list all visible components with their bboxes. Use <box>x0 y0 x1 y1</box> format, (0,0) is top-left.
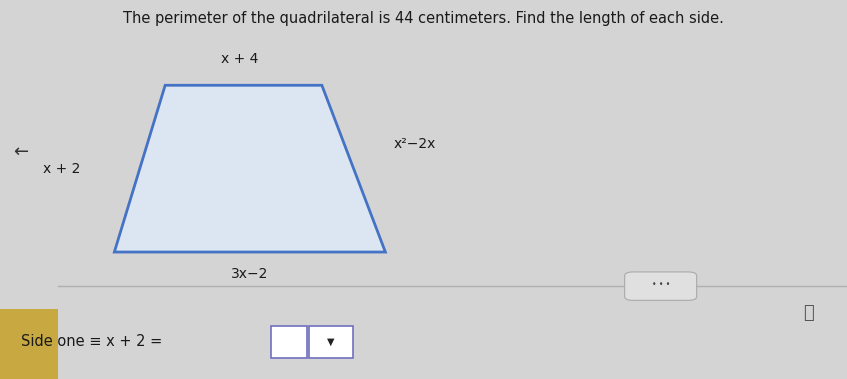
Text: x²−2x: x²−2x <box>394 137 436 151</box>
FancyBboxPatch shape <box>271 326 307 358</box>
Text: ←: ← <box>14 143 29 161</box>
FancyBboxPatch shape <box>309 326 353 358</box>
Polygon shape <box>114 85 385 252</box>
Text: ⤢: ⤢ <box>804 304 814 322</box>
FancyBboxPatch shape <box>625 272 697 300</box>
Text: ▼: ▼ <box>328 337 335 347</box>
Text: 3x−2: 3x−2 <box>231 267 268 281</box>
Text: x + 2: x + 2 <box>43 162 80 175</box>
FancyBboxPatch shape <box>0 309 58 379</box>
Text: x + 4: x + 4 <box>221 52 258 66</box>
Text: • • •: • • • <box>651 280 670 289</box>
Text: Side one ≡ x + 2 =: Side one ≡ x + 2 = <box>21 334 167 349</box>
Text: The perimeter of the quadrilateral is 44 centimeters. Find the length of each si: The perimeter of the quadrilateral is 44… <box>123 11 724 27</box>
